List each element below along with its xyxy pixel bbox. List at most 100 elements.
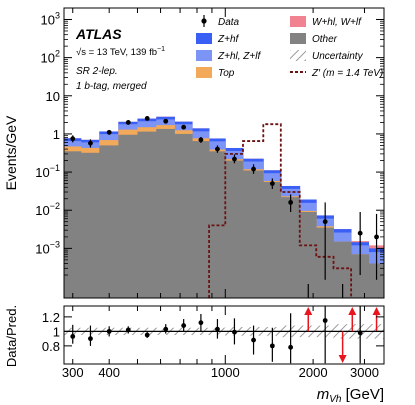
stack-bar-other (137, 131, 157, 298)
data-point (163, 118, 169, 124)
zprime-line (208, 123, 353, 298)
stack-bar-other (64, 151, 82, 298)
stack-bar-other (174, 133, 193, 298)
y-tick-base: 10 (41, 51, 55, 66)
energy-lumi-label: √s = 13 TeV, 139 fb−1 (76, 46, 165, 58)
energy-lumi-text: √s = 13 TeV, 139 fb (76, 47, 157, 58)
ratio-y-label: Data/Pred. (4, 305, 19, 367)
data-point (88, 140, 93, 146)
legend-entry-whl: W+hl, W+lf (290, 16, 362, 28)
y-tick-label: 10−2 (35, 201, 60, 218)
stack-bar-other (299, 211, 317, 298)
data-point (198, 137, 204, 143)
y-tick-base: 10 (35, 203, 49, 218)
legend-label: W+hl, W+lf (312, 17, 362, 28)
stack-bar-other (225, 160, 244, 298)
experiment-label: ATLAS (75, 26, 122, 42)
data-point (106, 129, 112, 135)
stack-bar-other (156, 128, 175, 298)
ratio-point (125, 327, 131, 333)
x-tick-label: 400 (98, 365, 120, 380)
legend-entry-data: Data (201, 15, 240, 28)
ratio-arrows (304, 307, 381, 363)
y-tick-exp: 3 (55, 10, 60, 20)
y-tick-label: 1 (53, 127, 60, 142)
ratio-arrow-up-head (372, 307, 381, 315)
stack-bar-other (242, 170, 264, 298)
ratio-y-tick-label: 1.2 (42, 310, 60, 325)
y-tick-exp: −2 (50, 201, 60, 211)
energy-lumi-sup: −1 (157, 46, 165, 53)
data-point (70, 136, 76, 142)
x-label-var: m (317, 386, 330, 403)
stack-bar-other (99, 145, 119, 298)
atlas-annotation: ATLAS √s = 13 TeV, 139 fb−1 SR 2-lep. 1 … (75, 26, 165, 92)
main-frame (63, 7, 385, 299)
legend: Data W+hl, W+lf Z+hf Other Z+hl, Z+lf Uncerta… (196, 15, 383, 79)
ratio-point (232, 329, 237, 335)
data-point (144, 116, 150, 121)
data-point (269, 181, 275, 186)
ratio-arrow-down-head (338, 355, 347, 363)
legend-entry-zp: Z′ (m = 1.4 TeV) (290, 68, 383, 79)
ratio-point (322, 318, 328, 323)
data-point (215, 146, 220, 152)
ratio-arrow-up-head (304, 307, 313, 315)
stack-bar-other (351, 254, 370, 298)
legend-swatch (196, 50, 212, 61)
ratio-point (357, 330, 363, 336)
stack-bar-other (192, 141, 210, 298)
ratio-point (269, 343, 275, 349)
region-label: SR 2-lep. (76, 66, 118, 77)
y-tick-exp: 2 (55, 49, 60, 59)
ratio-point (198, 320, 204, 326)
main-y-label: Events/GeV (3, 115, 19, 190)
main-overlay (307, 284, 344, 298)
stack-bar-other (368, 263, 384, 298)
data-point (232, 156, 237, 162)
legend-marker (201, 18, 207, 24)
data-point (125, 120, 131, 125)
y-tick-base: 10 (41, 12, 55, 27)
ratio-point (88, 336, 93, 342)
ratio-point (163, 326, 169, 332)
zprime-signal (208, 123, 353, 298)
legend-label: Z+hf (217, 34, 240, 45)
ratio-y-axis: 0.811.2 (42, 310, 384, 354)
ratio-point (251, 337, 256, 343)
legend-entry-zhl: Z+hl, Z+lf (196, 50, 261, 62)
data-point (357, 230, 363, 236)
ratio-y-tick-label: 1 (53, 324, 60, 339)
stack-bar-other (263, 181, 282, 298)
legend-swatch (290, 50, 306, 61)
main-plot-area (64, 116, 384, 298)
legend-entry-other: Other (290, 33, 338, 45)
data-point (251, 166, 256, 172)
legend-label: Uncertainty (312, 51, 364, 62)
x-tick-label: 300 (62, 365, 84, 380)
ratio-point (70, 334, 76, 339)
y-tick-base: 1 (53, 127, 60, 142)
legend-label: Z+hl, Z+lf (217, 51, 261, 62)
data-points (70, 116, 379, 280)
x-axis-label: mVh [GeV] (317, 386, 384, 405)
data-point (374, 234, 379, 240)
x-label-sub: Vh (329, 394, 342, 405)
y-tick-base: 10 (46, 89, 60, 104)
ratio-frame (63, 305, 385, 365)
legend-label: Data (218, 17, 240, 28)
ratio-point (288, 344, 294, 350)
data-point (322, 219, 328, 225)
x-tick-label: 1000 (211, 365, 240, 380)
y-tick-exp: −1 (50, 163, 60, 173)
y-tick-label: 102 (41, 49, 60, 66)
legend-label: Z′ (m = 1.4 TeV) (311, 68, 383, 79)
legend-entry-unc: Uncertainty (290, 50, 364, 62)
x-tick-label: 2000 (299, 365, 328, 380)
y-tick-label: 10−1 (35, 163, 60, 180)
ratio-plot-area (64, 306, 384, 364)
data-point (181, 124, 187, 130)
